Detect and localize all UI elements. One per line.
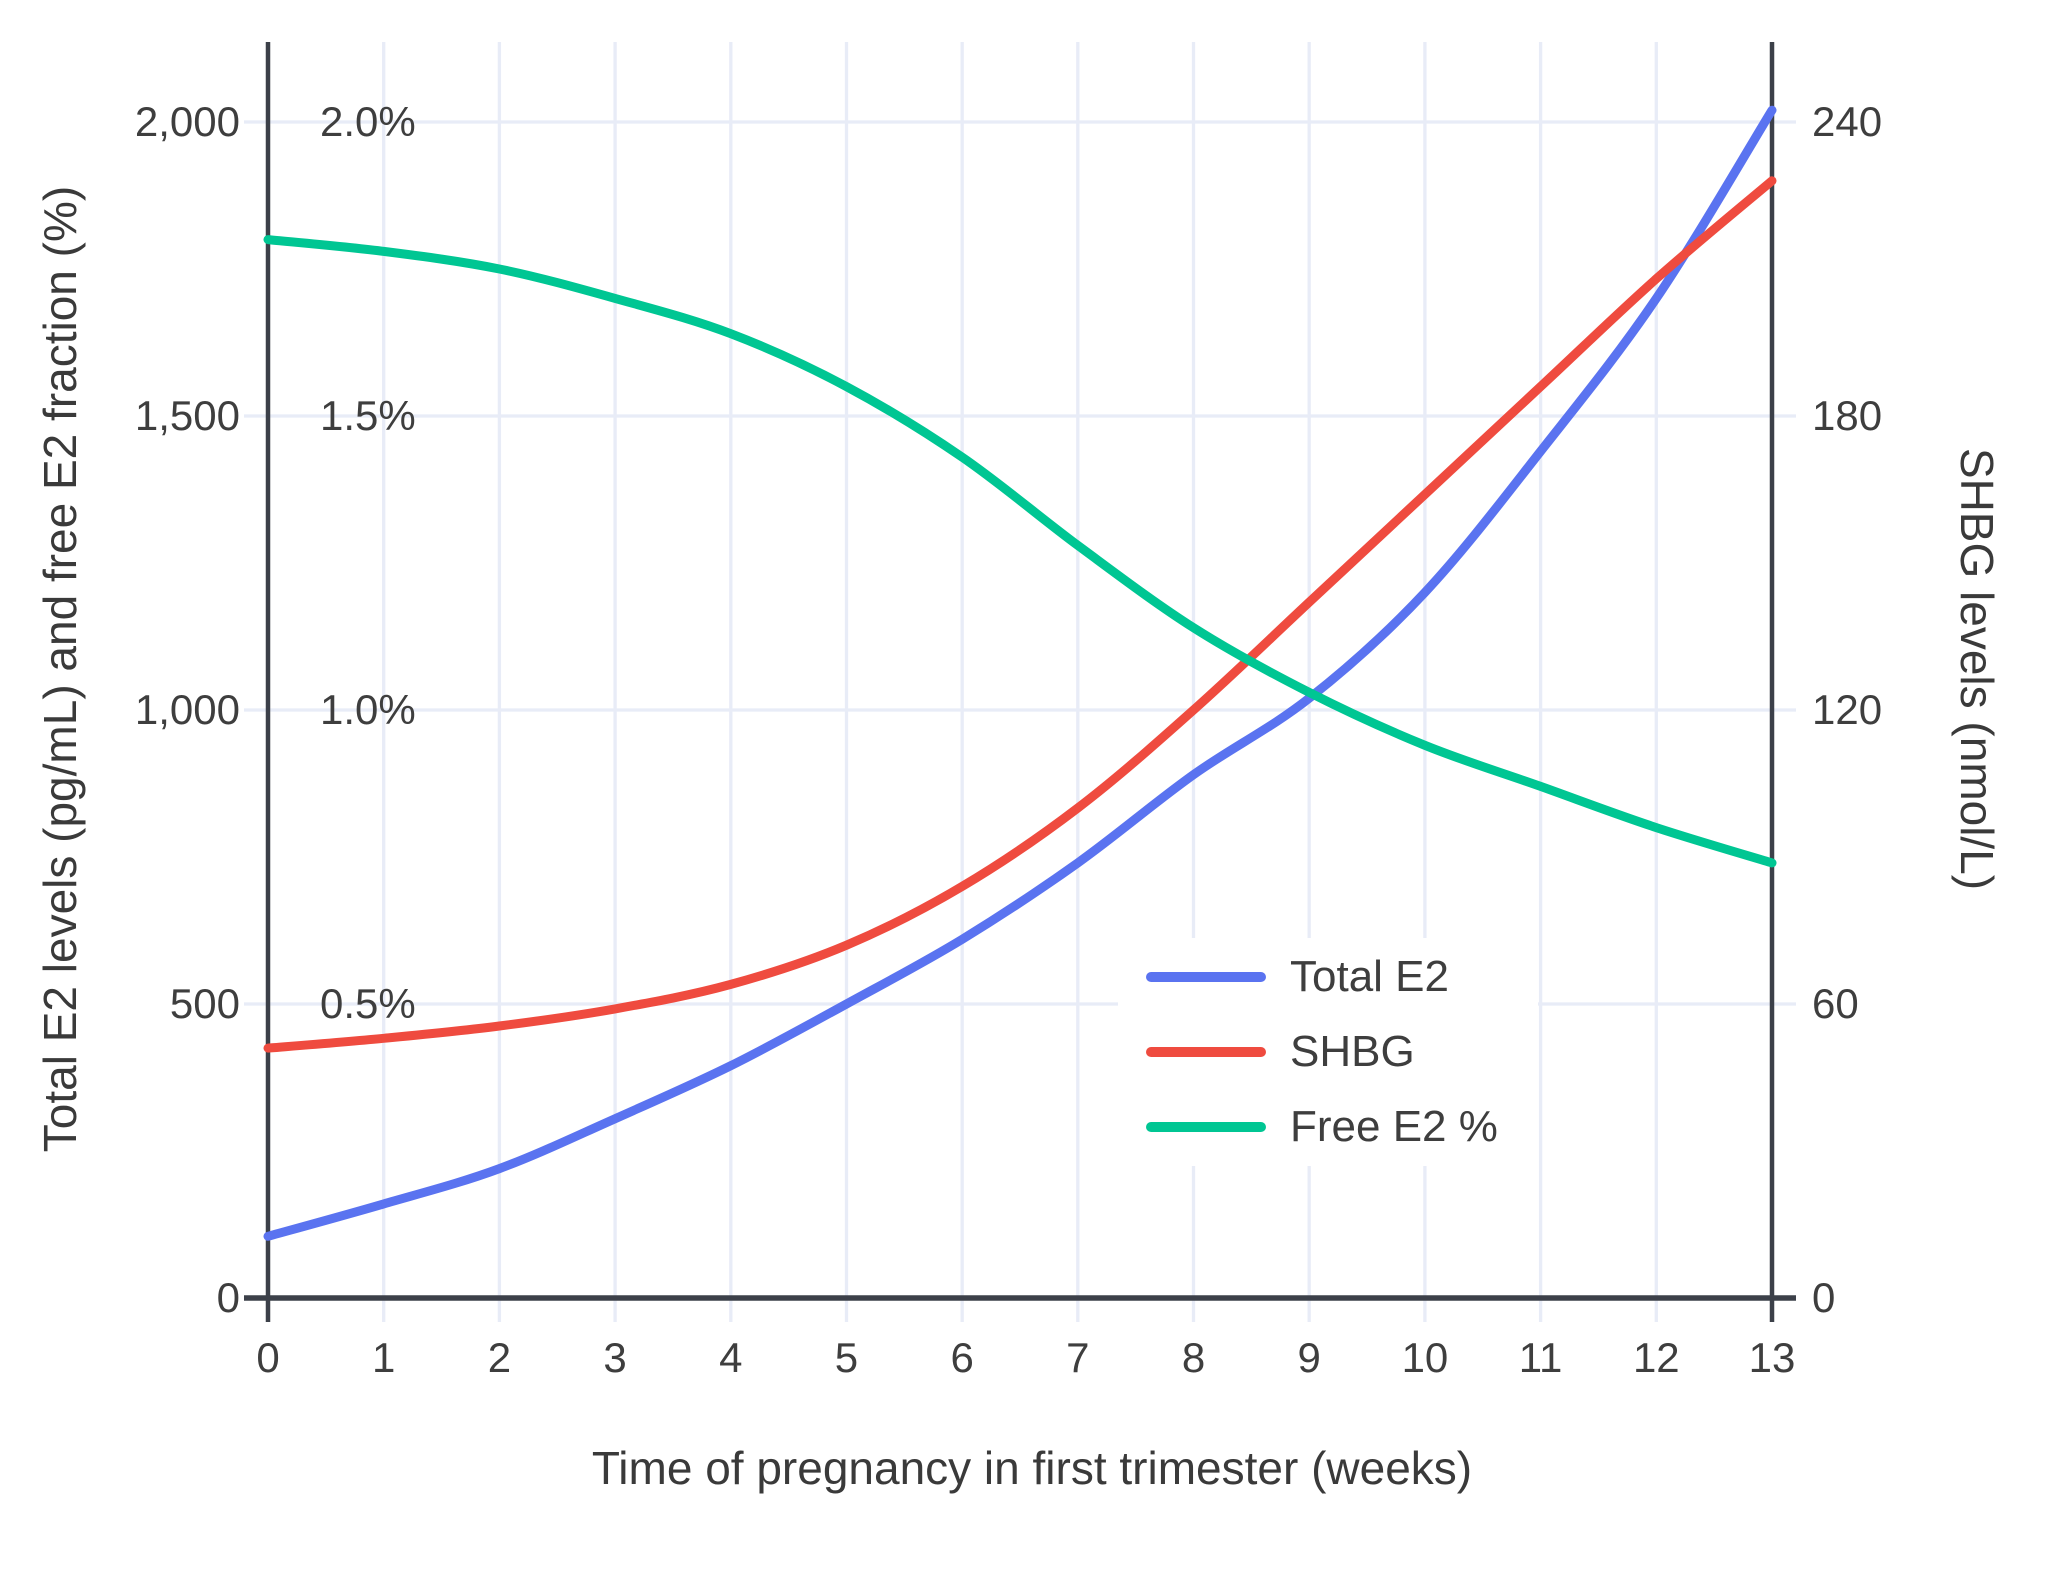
x-axis-title: Time of pregnancy in first trimester (we…: [591, 1442, 1473, 1494]
legend-swatch-total-e2: [1146, 972, 1266, 983]
legend: Total E2 SHBG Free E2 %: [1118, 938, 1538, 1166]
x-axis-tick-label-4: 4: [719, 1334, 743, 1381]
x-axis-tick-label-12: 12: [1632, 1334, 1680, 1381]
x-axis-tick-label-11: 11: [1518, 1334, 1563, 1381]
legend-item-free-e2[interactable]: Free E2 %: [1118, 1092, 1538, 1162]
x-axis-tick-label-9: 9: [1297, 1334, 1321, 1381]
left-axis-tick-label-0: 0: [216, 1274, 240, 1321]
x-axis-tick-label-0: 0: [256, 1334, 280, 1381]
x-axis-tick-label-1: 1: [372, 1334, 396, 1381]
percent-tick-label-1-5: 1.5%: [320, 392, 416, 439]
left-axis-tick-label-1-000: 1,000: [134, 686, 240, 733]
x-axis-tick-label-8: 8: [1181, 1334, 1206, 1381]
percent-tick-label-1-0: 1.0%: [320, 686, 416, 733]
legend-swatch-free-e2: [1146, 1121, 1266, 1132]
x-axis-tick-label-10: 10: [1401, 1334, 1449, 1381]
right-axis-tick-label-240: 240: [1812, 98, 1883, 145]
percent-tick-label-0-5: 0.5%: [320, 980, 416, 1027]
legend-item-total-e2[interactable]: Total E2: [1118, 942, 1538, 1012]
left-axis-tick-label-1-500: 1,500: [134, 392, 240, 439]
series-line-free-e2: [263, 235, 1777, 868]
left-axis-title: Total E2 levels (pg/mL) and free E2 frac…: [34, 185, 86, 1153]
right-axis-title: SHBG levels (nmol/L): [1951, 447, 2003, 891]
legend-item-shbg[interactable]: SHBG: [1118, 1017, 1538, 1087]
legend-label-free-e2: Free E2 %: [1290, 1101, 1498, 1151]
series-line-shbg: [263, 176, 1777, 1053]
left-axis-tick-label-500: 500: [169, 980, 240, 1027]
x-axis-tick-label-5: 5: [834, 1334, 859, 1381]
legend-label-total-e2: Total E2: [1290, 952, 1449, 1002]
right-axis-tick-label-60: 60: [1812, 980, 1859, 1027]
right-axis-tick-label-180: 180: [1812, 392, 1883, 439]
x-axis-tick-label-3: 3: [603, 1334, 627, 1381]
legend-swatch-shbg: [1146, 1046, 1266, 1057]
right-axis-tick-label-0: 0: [1812, 1274, 1836, 1321]
x-axis-tick-label-7: 7: [1066, 1334, 1090, 1381]
x-axis-tick-label-2: 2: [487, 1334, 512, 1381]
legend-label-shbg: SHBG: [1290, 1026, 1415, 1076]
right-axis-tick-label-120: 120: [1812, 686, 1883, 733]
series-line-total-e2: [263, 105, 1777, 1241]
percent-tick-label-2-0: 2.0%: [320, 98, 416, 145]
x-axis-tick-label-6: 6: [950, 1334, 974, 1381]
x-axis-tick-label-13: 13: [1748, 1334, 1796, 1381]
left-axis-tick-label-2-000: 2,000: [134, 98, 240, 145]
